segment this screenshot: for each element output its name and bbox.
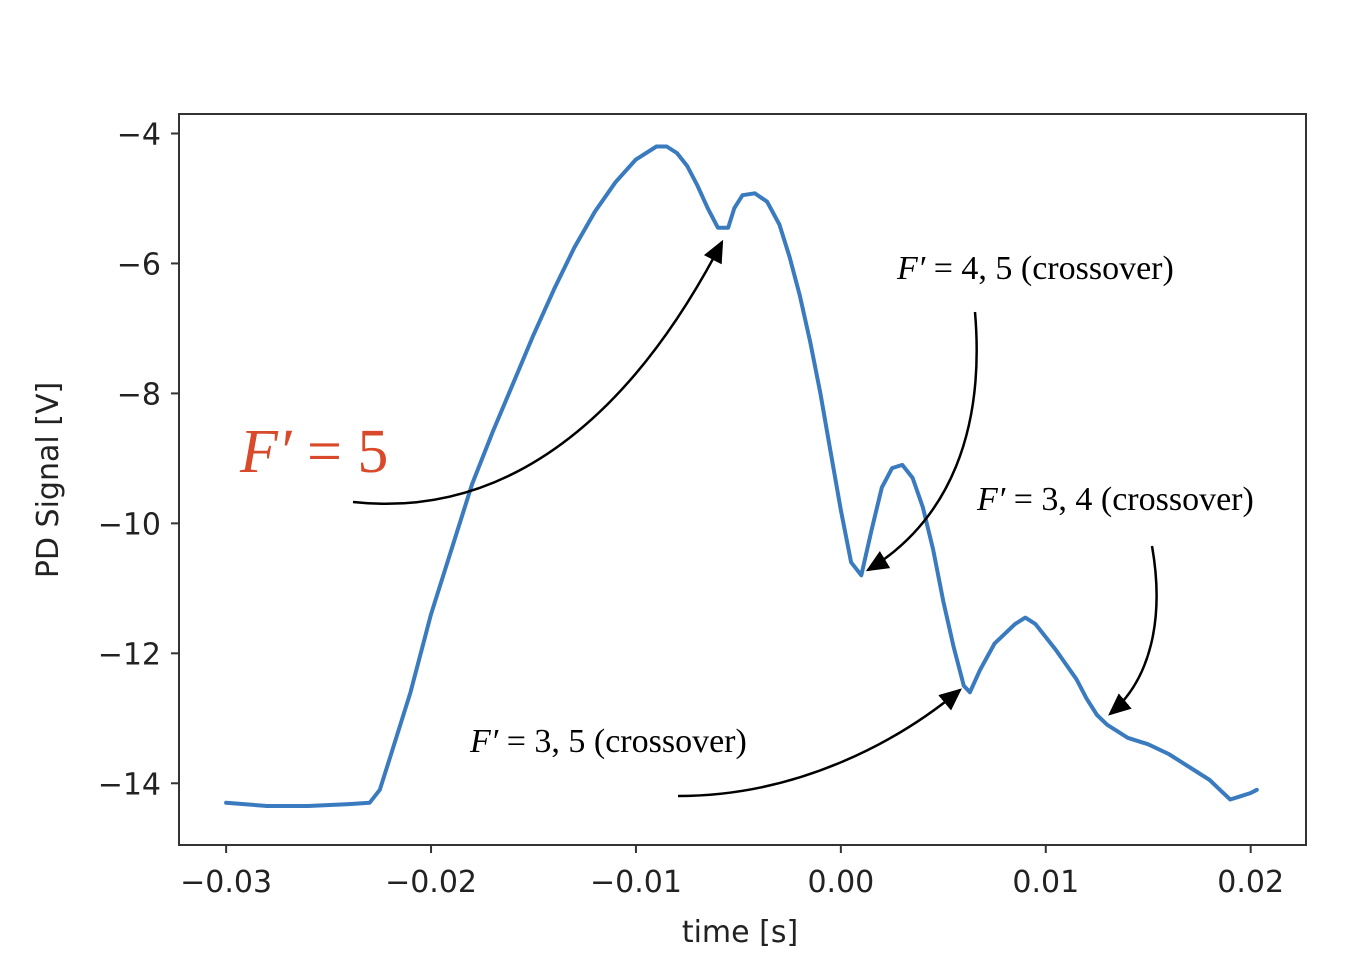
annotation-rest-f45: = 4, 5 (crossover) bbox=[925, 250, 1174, 287]
series-line bbox=[224, 144, 1259, 808]
x-axis: −0.03 −0.02 −0.01 0.00 0.01 0.02 bbox=[180, 845, 1284, 900]
annotation-rest-f5: = 5 bbox=[291, 418, 388, 486]
annotation-arrow-f45 bbox=[865, 311, 978, 572]
y-tick-label: −6 bbox=[117, 247, 161, 282]
annotation-prefix-f34: F′ bbox=[976, 481, 1006, 518]
y-tick-label: −10 bbox=[98, 507, 161, 542]
annotations: F′ = 5 F′ = 4, 5 (crossover) F′ = 3, 4 (… bbox=[239, 239, 1254, 798]
annotation-arrow-f5 bbox=[352, 239, 724, 505]
annotation-prefix-f35: F′ bbox=[469, 723, 499, 760]
annotation-arrow-f34 bbox=[1108, 545, 1158, 716]
annotation-label-f5: F′ = 5 bbox=[239, 418, 388, 486]
x-tick-label: −0.01 bbox=[590, 865, 682, 900]
annotation-rest-f35: = 3, 5 (crossover) bbox=[498, 723, 747, 760]
annotation-prefix-f45: F′ bbox=[896, 250, 926, 287]
annotation-label-f34: F′ = 3, 4 (crossover) bbox=[976, 481, 1254, 518]
y-axis-label: PD Signal [V] bbox=[31, 382, 66, 578]
plot-area-frame bbox=[178, 113, 1307, 846]
annotation-label-f45: F′ = 4, 5 (crossover) bbox=[896, 250, 1174, 287]
y-tick-label: −4 bbox=[117, 117, 161, 152]
annotation-label-f35: F′ = 3, 5 (crossover) bbox=[469, 723, 747, 760]
y-tick-label: −12 bbox=[98, 637, 161, 672]
annotation-prefix-f5: F′ bbox=[239, 418, 293, 486]
x-tick-label: 0.00 bbox=[807, 865, 874, 900]
y-tick-label: −14 bbox=[98, 767, 161, 802]
annotation-rest-f34: = 3, 4 (crossover) bbox=[1005, 481, 1254, 518]
annotation-arrow-f35 bbox=[677, 688, 962, 798]
x-tick-label: 0.01 bbox=[1012, 865, 1079, 900]
x-tick-label: −0.02 bbox=[385, 865, 477, 900]
x-axis-label: time [s] bbox=[682, 915, 798, 950]
y-tick-label: −8 bbox=[117, 377, 161, 412]
x-tick-label: 0.02 bbox=[1217, 865, 1284, 900]
x-tick-label: −0.03 bbox=[180, 865, 272, 900]
y-axis: −4 −6 −8 −10 −12 −14 bbox=[98, 117, 179, 802]
